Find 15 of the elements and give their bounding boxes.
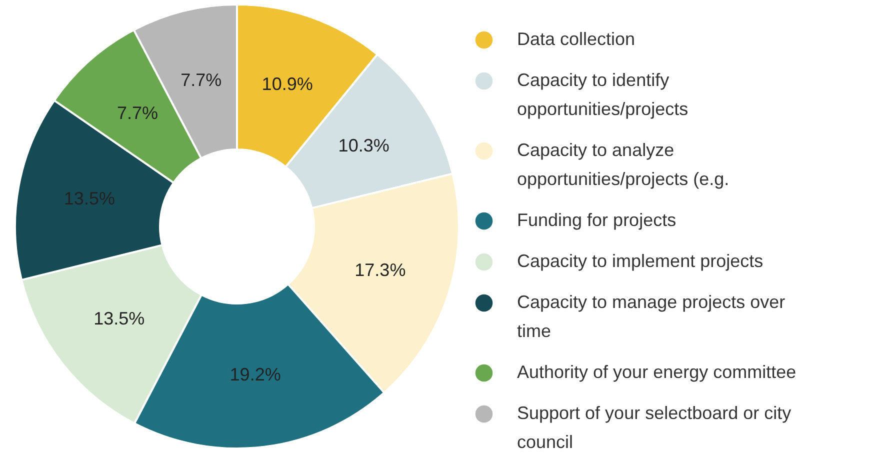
data-label: 19.2% [230, 364, 281, 384]
legend-label: Data collection [517, 29, 636, 49]
legend-label: Funding for projects [517, 210, 676, 230]
legend-label: Capacity to identify opportunities/projects [517, 70, 688, 119]
legend-label: Capacity to manage projects over time [517, 292, 786, 341]
legend-label: Capacity to analyze opportunities/projects (e.g. [517, 140, 730, 189]
legend-label: Capacity to implement projects [517, 251, 764, 271]
data-label: 10.9% [262, 74, 313, 94]
data-label: 7.7% [117, 103, 158, 124]
legend-label: Authority of your energy committee [517, 362, 796, 382]
data-label: 10.3% [338, 135, 390, 156]
data-label: 7.7% [180, 70, 222, 90]
legend-label: Support of your selectboard or city council [517, 403, 792, 452]
data-label: 17.3% [354, 260, 406, 280]
data-label: 13.5% [94, 308, 145, 328]
